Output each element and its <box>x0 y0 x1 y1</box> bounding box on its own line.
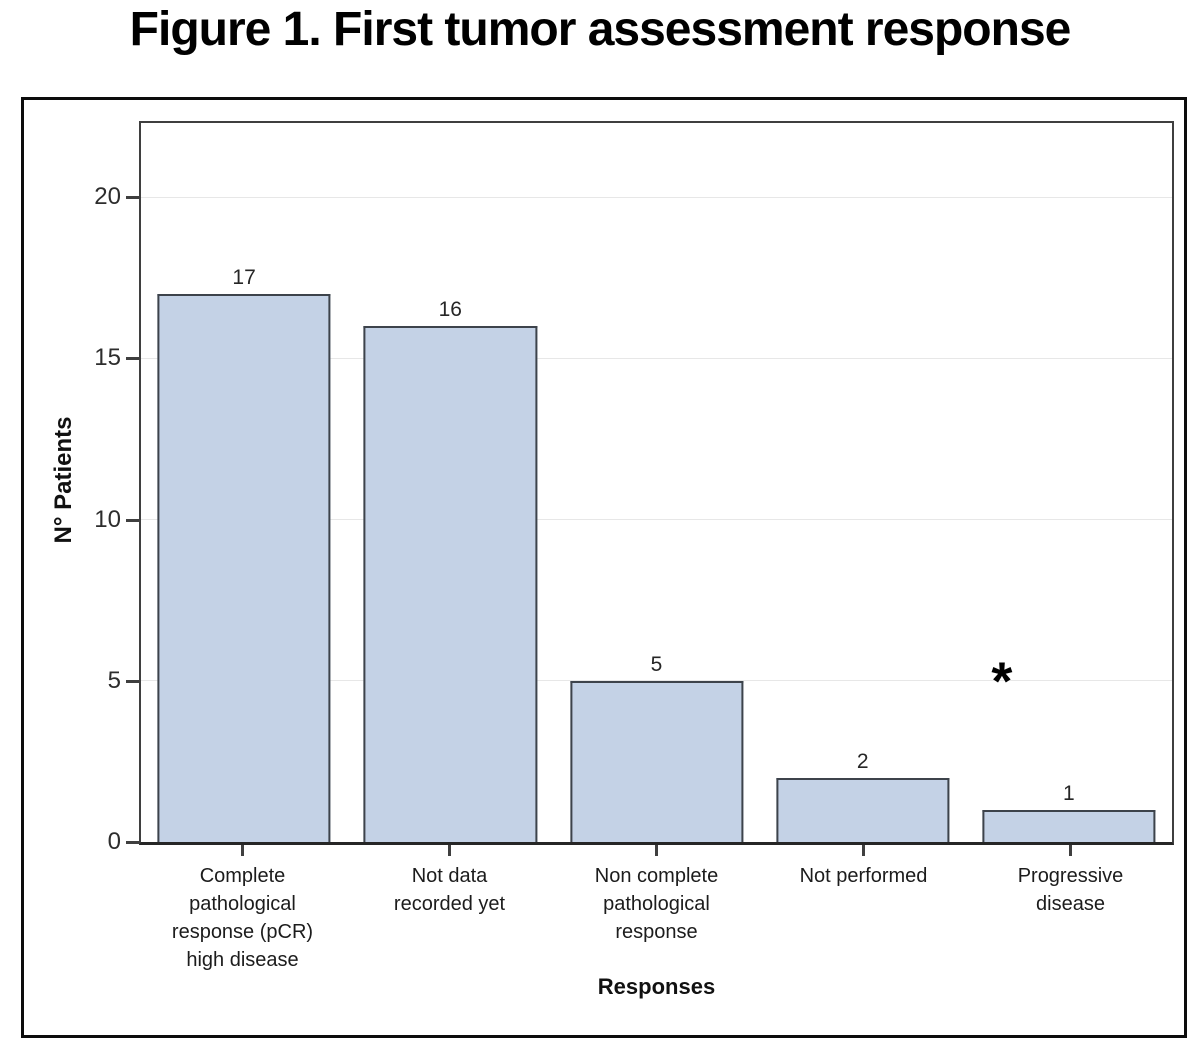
bar-value-label: 1 <box>1063 781 1075 805</box>
x-tick-cell <box>346 845 553 856</box>
bar-value-label: 17 <box>232 265 256 289</box>
bar-3: 5 <box>569 653 744 842</box>
bar-5: 1 <box>982 782 1156 842</box>
bar-value-label: 5 <box>650 652 663 676</box>
x-tick-cell <box>760 845 967 856</box>
bar-value-label: 16 <box>438 298 462 322</box>
x-axis-ticks <box>139 845 1174 856</box>
category-label-4: Not performed <box>799 865 928 887</box>
x-tick-cell <box>967 845 1174 856</box>
plot-area: 17 16 5 2 1 * <box>139 121 1174 845</box>
category-label-2: Not data recorded yet <box>393 865 506 915</box>
y-tick-label-20: 20 <box>94 183 121 211</box>
gridline-y-20 <box>141 196 1172 198</box>
bar-slot: 2 <box>760 123 966 842</box>
category-label-1: Complete pathological response (pCR) high d… <box>171 865 314 971</box>
bar-slot: 1 <box>966 123 1172 842</box>
gridline-y-10 <box>141 519 1172 521</box>
y-tick-label-10: 10 <box>94 505 121 533</box>
x-tick-mark <box>655 845 658 856</box>
bar-1: 17 <box>157 266 331 842</box>
category-label-5: Progressive disease <box>1017 865 1124 915</box>
x-tick-mark <box>448 845 451 856</box>
bar-slot: 16 <box>347 123 553 842</box>
y-tick-mark <box>126 841 139 844</box>
gridline-y-5 <box>141 680 1172 682</box>
x-tick-mark <box>862 845 865 856</box>
y-tick-label-15: 15 <box>94 344 121 372</box>
bar-4: 2 <box>776 750 950 842</box>
y-tick-mark <box>126 357 139 361</box>
x-tick-cell <box>139 845 346 856</box>
x-tick-mark <box>241 845 244 856</box>
bars-row: 17 16 5 2 1 <box>141 123 1172 842</box>
bar-value-label: 2 <box>856 749 869 773</box>
y-tick-mark <box>126 518 139 522</box>
significance-asterisk: * <box>991 651 1013 712</box>
bar-slot: 17 <box>141 123 347 842</box>
x-tick-cell <box>553 845 760 856</box>
y-tick-label-0: 0 <box>107 828 121 855</box>
category-label-3: Non complete pathological response <box>594 865 719 943</box>
y-tick-mark <box>126 196 139 200</box>
gridline-y-15 <box>141 357 1172 359</box>
figure-box: N° Patients 0 5 10 15 20 17 16 5 2 1 * Complete p… <box>21 97 1187 1038</box>
y-tick-mark <box>126 679 139 683</box>
bar-2: 16 <box>363 298 537 842</box>
bar-slot: 5 <box>553 123 759 842</box>
x-tick-mark <box>1069 845 1072 856</box>
y-tick-label-5: 5 <box>107 666 121 694</box>
x-axis-category-labels: Complete pathological response (pCR) high d… <box>139 862 1174 974</box>
x-axis-title: Responses <box>597 974 716 999</box>
figure-title: Figure 1. First tumor assessment respons… <box>129 3 1072 56</box>
